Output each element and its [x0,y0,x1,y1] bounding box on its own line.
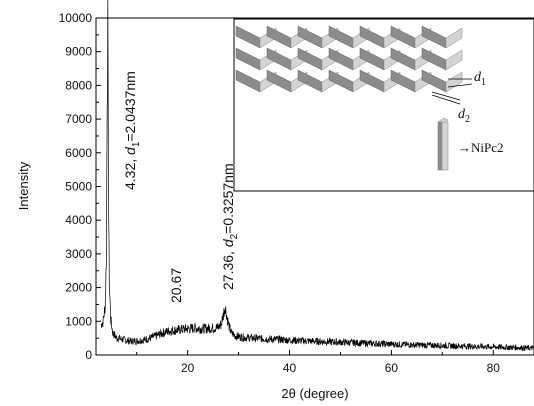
y-tick-label: 2000 [65,281,92,295]
y-tick-label: 5000 [65,180,92,194]
series-line [100,0,534,352]
d1-leader [447,83,473,88]
x-tick-label: 60 [385,361,399,375]
y-tick-label: 4000 [65,213,92,227]
molecule-plate [445,27,463,49]
y-tick-label: 1000 [65,314,92,328]
x-tick-label: 80 [487,361,501,375]
y-tick-label: 6000 [65,146,92,160]
y-tick-label: 0 [85,348,92,362]
y-tick-label: 9000 [65,45,92,59]
y-axis: 0 1000 2000 3000 4000 5000 6000 7000 8000 9000 100… [59,11,101,362]
single-molecule-rod [437,121,443,171]
y-tick-label: 10000 [59,11,93,25]
d2-leader [431,94,461,105]
single-molecule-face [441,121,449,171]
peak3-annotation: 27.36, d2=0.3257nm [220,163,240,290]
peak2-annotation: 20.67 [168,268,184,303]
d2-leader [431,91,461,101]
x-axis: 20 40 60 80 [136,350,501,375]
y-axis-title: Intensity [16,161,31,210]
x-tick-label: 40 [283,361,297,375]
d1-label: d1 [474,70,486,88]
y-tick-label: 3000 [65,247,92,261]
molecule-plate [445,49,463,71]
d2-label: d2 [458,107,470,125]
y-tick-label: 7000 [65,112,92,126]
series-group [100,0,534,352]
annotations-group: 4.32, d1=2.0437nm 20.67 27.36, d2=0.3257nm [122,71,240,303]
y-tick-label: 8000 [65,78,92,92]
x-axis-title: 2θ (degree) [281,386,348,401]
inset-group: d1 d2 →NiPc2 [233,18,534,192]
x-tick-label: 20 [181,361,195,375]
peak1-annotation: 4.32, d1=2.0437nm [122,71,142,190]
inset-legend: →NiPc2 [458,140,504,155]
